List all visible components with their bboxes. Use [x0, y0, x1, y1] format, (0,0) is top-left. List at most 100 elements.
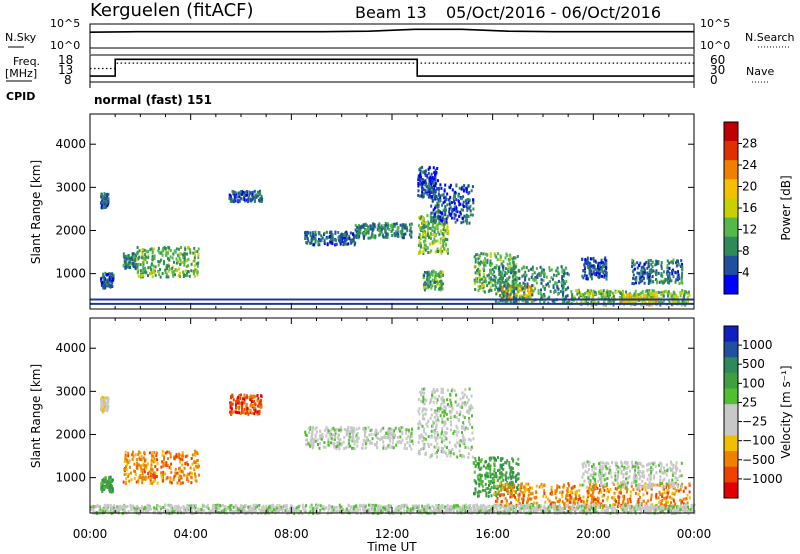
power-echo-cell — [512, 269, 515, 273]
velocity-echo-cell — [141, 481, 144, 485]
power-echo-cell — [533, 271, 536, 275]
power-echo-cell — [634, 262, 637, 266]
power-echo-cell — [311, 235, 313, 239]
velocity-echo-cell — [523, 489, 526, 493]
power-echo-cell — [466, 214, 469, 218]
velocity-echo-cell — [142, 456, 145, 460]
velocity-echo-cell — [642, 493, 645, 497]
power-echo-cell — [671, 272, 674, 276]
power-echo-cell — [575, 289, 578, 293]
velocity-echo-cell — [442, 434, 445, 438]
power-echo-cell — [432, 221, 434, 225]
power-echo-cell — [571, 293, 574, 297]
power-echo-cell — [434, 184, 437, 188]
power-echo-cell — [229, 196, 232, 200]
power-echo-cell — [453, 201, 456, 205]
power-echo-cell — [605, 263, 608, 267]
velocity-echo-cell — [502, 487, 505, 491]
velocity-echo-cell — [256, 394, 259, 397]
power-echo-cell — [556, 285, 559, 289]
velocity-echo-cell — [386, 445, 389, 449]
velocity-echo-cell — [237, 395, 240, 399]
velocity-echo-cell — [554, 492, 557, 496]
velocity-echo-cell — [449, 451, 452, 455]
power-echo-cell — [598, 273, 601, 277]
power-echo-cell — [653, 296, 656, 300]
power-echo-cell — [350, 241, 353, 245]
power-echo-cell — [518, 282, 521, 286]
power-echo-cell — [129, 262, 132, 266]
velocity-echo-cell — [487, 475, 489, 479]
power-echo-cell — [186, 271, 188, 275]
velocity-echo-cell — [375, 429, 378, 433]
power-echo-cell — [656, 281, 658, 285]
power-echo-cell — [439, 275, 442, 279]
power-echo-cell — [393, 234, 396, 238]
power-echo-cell — [676, 278, 679, 282]
power-echo-cell — [428, 226, 431, 230]
power-echo-cell — [641, 296, 644, 300]
power-echo-cell — [527, 295, 530, 299]
power-echo-cell — [626, 296, 629, 300]
velocity-echo-cell — [183, 473, 186, 477]
power-echo-cell — [183, 255, 186, 259]
velocity-echo-cell — [441, 410, 444, 414]
power-echo-cell — [430, 204, 433, 208]
velocity-echo-cell — [580, 499, 583, 503]
velocity-echo-cell — [443, 414, 446, 418]
power-echo-cell — [370, 235, 373, 239]
velocity-echo-cell — [566, 498, 569, 502]
velocity-echo-cell — [443, 401, 446, 405]
power-echo-cell — [518, 276, 521, 280]
velocity-echo-cell — [619, 488, 622, 492]
velocity-echo-cell — [554, 489, 557, 493]
velocity-echo-cell — [501, 457, 504, 461]
power-echo-cell — [644, 296, 647, 300]
velocity-echo-cell — [102, 484, 104, 488]
power-echo-cell — [511, 257, 514, 261]
velocity-echo-cell — [450, 415, 453, 419]
power-echo-cell — [431, 273, 434, 277]
nave-label: Nave — [746, 65, 774, 78]
power-echo-cell — [422, 192, 425, 196]
velocity-echo-cell — [440, 450, 443, 454]
power-echo-cell — [634, 301, 637, 304]
power-echo-cell — [354, 241, 357, 245]
velocity-echo-cell — [637, 501, 640, 505]
power-echo-cell — [132, 261, 135, 265]
velocity-echo-cell — [536, 501, 539, 505]
velocity-echo-cell — [522, 501, 524, 504]
velocity-echo-cell — [470, 405, 473, 409]
power-echo-cell — [105, 197, 108, 201]
power-echo-cell — [567, 286, 569, 290]
power-echo-cell — [594, 290, 596, 294]
power-echo-cell — [523, 292, 525, 296]
velocity-echo-cell — [238, 401, 241, 405]
velocity-echo-cell — [522, 494, 525, 498]
power-echo-cell — [326, 242, 329, 246]
velocity-echo-cell — [140, 476, 143, 480]
velocity-echo-cell — [350, 435, 353, 439]
power-echo-cell — [661, 274, 664, 278]
power-echo-cell — [429, 280, 432, 284]
power-echo-cell — [528, 290, 531, 294]
power-echo-cell — [439, 199, 441, 203]
velocity-echo-cell — [432, 420, 435, 424]
power-echo-cell — [670, 279, 673, 283]
power-echo-cell — [430, 176, 433, 180]
velocity-echo-cell — [107, 397, 109, 401]
velocity-echo-cell — [634, 492, 637, 495]
power-echo-cell — [516, 287, 519, 291]
power-echo-cell — [643, 270, 646, 274]
power-echo-cell — [681, 281, 684, 285]
velocity-echo-cell — [502, 467, 505, 471]
velocity-echo-cell — [466, 401, 469, 405]
power-echo-cell — [237, 199, 239, 203]
velocity-echo-cell — [669, 495, 672, 499]
power-echo-cell — [479, 278, 481, 282]
power-echo-cell — [144, 270, 147, 274]
power-echo-cell — [507, 284, 510, 288]
power-echo-cell — [681, 262, 683, 266]
velocity-echo-cell — [356, 444, 359, 448]
